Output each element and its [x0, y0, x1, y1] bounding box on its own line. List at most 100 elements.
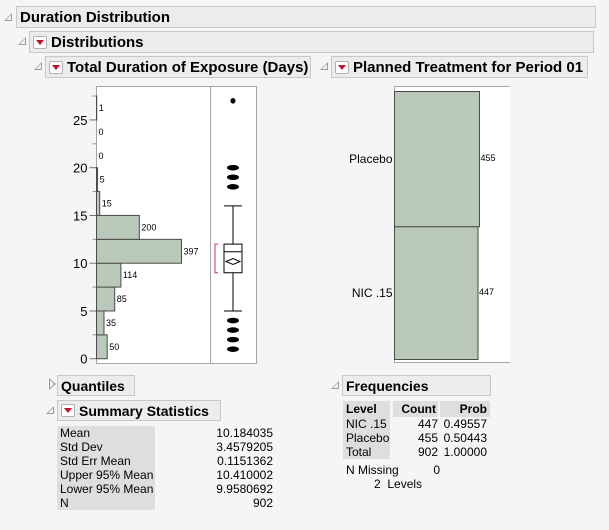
frequencies-title: Frequencies — [346, 377, 429, 394]
level-cell: NIC .15 — [343, 417, 390, 431]
mosaic-count-label: 455 — [481, 153, 496, 163]
menu-arrow-icon — [52, 64, 60, 70]
count-cell: 447 — [417, 417, 438, 431]
y-axis-tick-label: 25 — [73, 113, 87, 128]
stat-value: 9.9580692 — [216, 482, 273, 496]
mean-diamond — [224, 257, 242, 266]
mosaic-category-label: NIC .15 — [352, 286, 393, 300]
y-axis-tick-label: 20 — [73, 161, 87, 176]
count-cell: 455 — [417, 431, 438, 445]
histogram-bar — [96, 262, 122, 288]
report-title-header[interactable]: Duration Distribution — [16, 6, 596, 28]
mosaic-bar — [394, 91, 480, 228]
menu-arrow-icon — [36, 39, 44, 45]
y-axis-tick-label: 5 — [80, 304, 87, 319]
stat-label: Mean — [57, 426, 155, 440]
red-triangle-menu-button[interactable] — [49, 60, 63, 74]
treatment-panel-header[interactable]: Planned Treatment for Period 01 — [331, 56, 588, 78]
stat-label: Std Err Mean — [57, 454, 155, 468]
red-triangle-menu-button[interactable] — [33, 35, 47, 49]
frequencies-header[interactable]: Frequencies — [342, 375, 491, 396]
n-missing-value: 0 — [433, 463, 440, 477]
outlier-point — [227, 317, 239, 324]
prob-cell: 0.49557 — [443, 417, 487, 431]
menu-arrow-icon — [338, 64, 346, 70]
stat-label: Upper 95% Mean — [57, 468, 155, 482]
histogram-count-label: 50 — [109, 342, 119, 352]
disclosure-open-icon[interactable] — [18, 37, 26, 45]
histogram-count-label: 85 — [117, 294, 127, 304]
shortest-half-bracket — [214, 243, 218, 274]
outlier-point — [227, 183, 239, 190]
outlier-point — [227, 327, 239, 333]
histogram-count-label: 1 — [99, 103, 104, 113]
disclosure-open-icon[interactable] — [4, 13, 12, 21]
summary-statistics-header[interactable]: Summary Statistics — [57, 400, 221, 421]
frequencies-table: Level Count Prob NIC .15 447 0.49557 Pla… — [343, 401, 490, 491]
outlier-point — [227, 336, 239, 343]
disclosure-open-icon[interactable] — [46, 406, 54, 414]
stat-value: 0.1151362 — [217, 454, 273, 468]
histogram-count-label: 200 — [141, 222, 156, 232]
stat-label: Std Dev — [57, 440, 155, 454]
histogram-count-label: 0 — [99, 151, 104, 161]
histogram-count-label: 397 — [184, 246, 199, 256]
n-missing-label: N Missing — [346, 463, 399, 477]
outlier-point — [227, 174, 239, 181]
level-cell: Placebo — [343, 431, 390, 445]
histogram-bar — [96, 214, 140, 240]
table-row: Std Err Mean 0.1151362 — [57, 454, 275, 468]
disclosure-open-icon[interactable] — [34, 62, 42, 70]
y-axis-tick-label: 0 — [80, 352, 87, 367]
disclosure-open-icon[interactable] — [331, 381, 339, 389]
histogram-count-label: 0 — [99, 127, 104, 137]
distributions-header[interactable]: Distributions — [29, 31, 594, 53]
table-row: Lower 95% Mean 9.9580692 — [57, 482, 275, 496]
table-row: NIC .15 447 0.49557 — [343, 417, 490, 431]
outlier-point — [227, 164, 239, 171]
red-triangle-menu-button[interactable] — [335, 60, 349, 74]
summary-statistics-table: Mean 10.184035 Std Dev 3.4579205 Std Err M… — [57, 426, 275, 510]
column-header-count: Count — [393, 401, 438, 417]
disclosure-open-icon[interactable] — [320, 62, 328, 70]
table-row: Total 902 1.00000 — [343, 445, 490, 459]
summary-statistics-title: Summary Statistics — [79, 402, 209, 419]
report-title: Duration Distribution — [20, 8, 170, 26]
prob-cell: 1.00000 — [443, 445, 487, 459]
duration-panel-header[interactable]: Total Duration of Exposure (Days) — [45, 56, 311, 78]
levels-row: 2 Levels — [343, 477, 490, 491]
treatment-mosaic-chart: NIC .15 447 Placebo 455 — [349, 86, 510, 363]
stat-value: 902 — [252, 496, 273, 510]
table-row: Std Dev 3.4579205 — [57, 440, 275, 454]
mosaic-count-label: 447 — [479, 287, 494, 297]
stat-value: 3.4579205 — [216, 440, 273, 454]
table-row: Upper 95% Mean 10.410002 — [57, 468, 275, 482]
red-triangle-menu-button[interactable] — [61, 404, 75, 417]
outlier-point — [230, 98, 236, 104]
histogram-count-label: 15 — [102, 199, 112, 209]
stat-label: N — [57, 496, 155, 510]
stat-label: Lower 95% Mean — [57, 482, 155, 496]
histogram-bar — [96, 191, 101, 216]
histogram-count-label: 5 — [100, 175, 105, 185]
histogram-count-label: 114 — [123, 270, 137, 280]
disclosure-closed-icon[interactable] — [49, 378, 56, 390]
column-header-prob: Prob — [440, 401, 490, 417]
menu-arrow-icon — [64, 408, 72, 413]
table-row: Placebo 455 0.50443 — [343, 431, 490, 445]
mosaic-category-label: Placebo — [349, 152, 393, 166]
histogram-bar — [96, 167, 99, 193]
quantiles-header[interactable]: Quantiles — [57, 375, 135, 396]
table-header-row: Level Count Prob — [343, 401, 490, 417]
prob-cell: 0.50443 — [443, 431, 487, 445]
duration-panel-title: Total Duration of Exposure (Days) — [67, 58, 309, 76]
histogram-bar — [96, 286, 116, 312]
outlier-point — [227, 346, 239, 352]
histogram-count-label: 35 — [106, 318, 116, 328]
quantiles-title: Quantiles — [61, 377, 125, 394]
histogram-bar — [96, 310, 105, 336]
histogram-bar — [96, 334, 108, 360]
column-header-level: Level — [343, 401, 390, 417]
y-axis-tick-label: 10 — [73, 256, 87, 271]
